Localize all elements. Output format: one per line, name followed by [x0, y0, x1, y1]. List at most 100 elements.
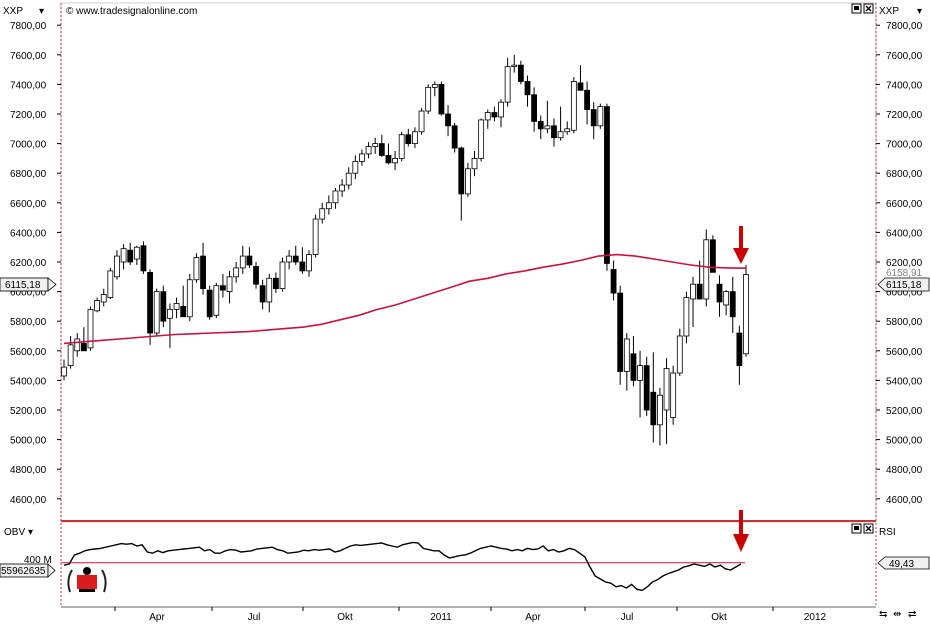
- zoom-controls[interactable]: ⇆ ⇹ ⇄: [879, 609, 916, 620]
- candle-83: [610, 260, 617, 301]
- candle-80: [590, 102, 597, 140]
- candle-76: [564, 121, 571, 135]
- candle-43: [345, 167, 352, 190]
- x-tick-label-3: 2011: [430, 612, 452, 623]
- candle-100: [723, 290, 730, 316]
- candle-38: [312, 214, 319, 258]
- candle-40: [325, 195, 332, 215]
- candle-26: [233, 262, 240, 283]
- candle-46: [365, 142, 372, 159]
- candle-58: [445, 105, 451, 137]
- candle-102: [736, 325, 743, 385]
- candle-44: [352, 155, 359, 180]
- obv-tick-label: 400 M: [24, 555, 52, 566]
- y-tick-right-16: 4600,00: [886, 495, 923, 506]
- candle-66: [498, 99, 504, 128]
- candle-88: [643, 356, 650, 416]
- candle-35: [292, 245, 299, 265]
- y-tick-right-1: 7600,00: [886, 51, 923, 62]
- candle-65: [491, 106, 498, 122]
- candle-30: [259, 279, 266, 310]
- candle-103: [743, 264, 749, 357]
- x-tick-label-4: Apr: [525, 612, 541, 623]
- candle-13: [147, 269, 153, 345]
- indicator-panel-close-icon[interactable]: [863, 523, 874, 534]
- candle-60: [458, 146, 465, 221]
- y-tick-left-3: 7200,00: [10, 110, 47, 121]
- price-panel-frame: [60, 2, 877, 523]
- candle-25: [226, 270, 233, 304]
- y-tick-left-14: 5000,00: [10, 436, 47, 447]
- indicator-panel-restore-icon[interactable]: [851, 523, 862, 534]
- candle-87: [637, 350, 643, 418]
- y-tick-right-14: 5000,00: [886, 436, 923, 447]
- candle-47: [372, 137, 379, 154]
- rsi-value: 49,43: [889, 559, 914, 570]
- candle-18: [180, 285, 187, 318]
- scroll-left-right-icon: ⇆: [879, 609, 887, 620]
- candle-24: [220, 273, 226, 298]
- candle-36: [299, 247, 306, 274]
- candle-91: [663, 358, 670, 445]
- obv-dropdown-icon[interactable]: ▾: [28, 527, 33, 538]
- candle-69: [517, 60, 524, 85]
- copyright-source: © www.tradesignalonline.com: [66, 6, 197, 17]
- candle-96: [696, 260, 703, 300]
- x-tick-label-0: Apr: [149, 612, 165, 623]
- candle-9: [120, 244, 127, 270]
- candle-39: [319, 202, 326, 224]
- candle-81: [597, 103, 604, 129]
- candle-99: [716, 275, 723, 317]
- y-tick-left-10: 5800,00: [10, 317, 47, 328]
- last-price-tag-right: 6115,18: [877, 277, 930, 292]
- y-axis-right: 7800,00 7600,00 7400,00 7200,00 7000,00 6800,…: [876, 21, 923, 506]
- y-tick-left-15: 4800,00: [10, 465, 47, 476]
- y-tick-left-1: 7600,00: [10, 51, 47, 62]
- candle-45: [359, 149, 365, 166]
- candle-7: [107, 267, 114, 299]
- candle-32: [272, 272, 279, 294]
- candle-54: [418, 108, 425, 135]
- candle-97: [703, 229, 710, 307]
- y-tick-right-15: 4800,00: [886, 465, 923, 476]
- moving-average-line: [63, 253, 747, 345]
- symbol-left: XXP: [3, 6, 23, 17]
- rsi-value-tag: 49,43: [877, 556, 930, 570]
- candle-61: [465, 162, 471, 197]
- y-axis-left: 7800,00 7600,00 7400,00 7200,00 7000,00 6800,…: [10, 21, 61, 506]
- price-panel-close-icon[interactable]: [863, 3, 874, 14]
- x-tick-label-5: Jul: [621, 612, 634, 623]
- candle-56: [431, 81, 438, 97]
- y-tick-left-11: 5600,00: [10, 347, 47, 358]
- y-tick-right-7: 6400,00: [886, 228, 923, 239]
- candle-8: [114, 250, 120, 280]
- price-panel-restore-icon[interactable]: [851, 3, 862, 14]
- y-tick-right-13: 5200,00: [886, 406, 923, 417]
- tradesignal-logo: [67, 567, 107, 593]
- candle-79: [584, 81, 590, 125]
- y-tick-left-5: 6800,00: [10, 169, 47, 180]
- obv-value-tag: 55962635: [0, 563, 56, 578]
- y-tick-right-9: 6000,00: [886, 288, 923, 299]
- obv-line: [63, 541, 742, 592]
- symbol-left-dropdown-icon[interactable]: ▾: [39, 6, 44, 17]
- candle-85: [623, 333, 630, 391]
- y-tick-left-12: 5400,00: [10, 376, 47, 387]
- candle-68: [511, 54, 518, 73]
- zoom-in-icon: ⇹: [893, 609, 901, 620]
- candle-4: [87, 306, 94, 351]
- candle-67: [504, 57, 511, 107]
- y-tick-left-16: 4600,00: [10, 495, 47, 506]
- candle-63: [478, 118, 485, 162]
- candle-82: [604, 103, 610, 271]
- signal-arrow-indicator: [733, 510, 749, 552]
- zoom-out-icon: ⇄: [908, 609, 916, 620]
- y-tick-left-13: 5200,00: [10, 406, 47, 417]
- candle-31: [266, 273, 273, 313]
- symbol-right-dropdown-icon[interactable]: ▾: [917, 6, 922, 17]
- candle-1: [67, 336, 74, 369]
- y-tick-right-6: 6600,00: [886, 199, 923, 210]
- candle-37: [306, 250, 312, 277]
- candle-55: [425, 84, 432, 114]
